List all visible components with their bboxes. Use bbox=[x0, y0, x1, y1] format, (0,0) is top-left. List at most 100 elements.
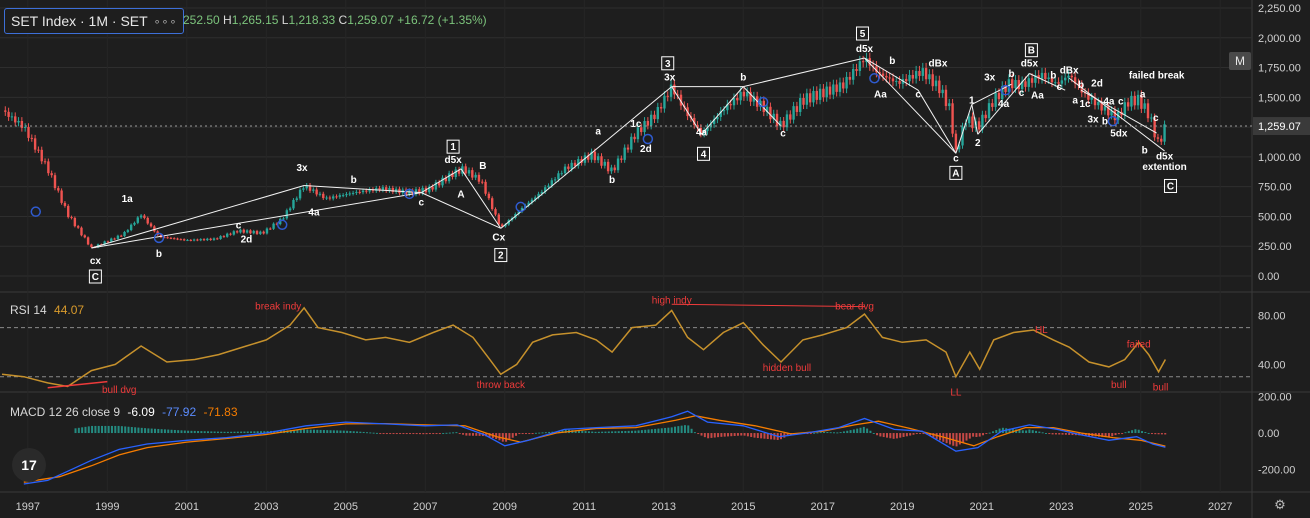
wave-box-label: B bbox=[1028, 46, 1035, 57]
wave-label: b bbox=[740, 73, 746, 84]
wave-trendline bbox=[304, 184, 422, 194]
macd-hist-bar bbox=[829, 432, 832, 434]
macd-hist-bar bbox=[680, 425, 683, 434]
rsi-legend[interactable]: RSI 14 44.07 bbox=[10, 303, 84, 317]
macd-hist-bar bbox=[889, 433, 892, 439]
macd-hist-bar bbox=[256, 431, 259, 434]
macd-hist-bar bbox=[356, 431, 359, 434]
time-tick-label: 2003 bbox=[254, 501, 278, 513]
candle-body bbox=[50, 173, 53, 176]
macd-hist-bar bbox=[1150, 433, 1153, 435]
macd-hist-bar bbox=[895, 433, 898, 439]
candle-body bbox=[269, 228, 272, 230]
wave-box bbox=[1024, 43, 1038, 58]
candle-body bbox=[139, 215, 143, 218]
macd-hist-bar bbox=[826, 432, 829, 434]
macd-hist-bar bbox=[226, 431, 229, 434]
candle-body bbox=[285, 210, 289, 219]
macd-hist-bar bbox=[700, 433, 703, 436]
macd-hist-bar bbox=[203, 431, 206, 434]
candle-body bbox=[216, 238, 219, 240]
candle-body bbox=[881, 73, 885, 76]
wave-label: c bbox=[419, 198, 425, 209]
candle-body bbox=[192, 239, 196, 241]
macd-hist-bar bbox=[690, 428, 693, 434]
candle-body bbox=[537, 193, 540, 198]
candle-body bbox=[149, 223, 153, 227]
macd-hist-bar bbox=[246, 431, 249, 434]
marker-circle bbox=[869, 73, 880, 84]
macd-hist-bar bbox=[842, 431, 845, 434]
candle-body bbox=[500, 224, 504, 227]
macd-hist-bar bbox=[1121, 433, 1124, 435]
candle-body bbox=[378, 188, 381, 191]
candle-body bbox=[335, 196, 338, 198]
macd-hist-bar bbox=[581, 430, 584, 434]
candle-body bbox=[351, 192, 355, 194]
time-tick-label: 2025 bbox=[1128, 501, 1152, 513]
candle-body bbox=[103, 241, 106, 245]
ohlc-close-label: C bbox=[338, 13, 348, 27]
candle-body bbox=[239, 229, 242, 233]
wave-label: Aa bbox=[1031, 91, 1044, 102]
time-tick-label: 2015 bbox=[731, 501, 755, 513]
gear-icon[interactable]: ⚙ bbox=[1274, 497, 1286, 512]
candle-body bbox=[775, 113, 779, 127]
candle-body bbox=[994, 92, 997, 107]
candle-body bbox=[325, 197, 328, 199]
macd-hist-bar bbox=[299, 429, 302, 434]
candle-body bbox=[908, 74, 911, 82]
macd-hist-bar bbox=[770, 433, 773, 440]
candle-body bbox=[938, 80, 941, 94]
time-tick-label: 2023 bbox=[1049, 501, 1073, 513]
macd-hist-bar bbox=[306, 429, 309, 434]
candle-body bbox=[626, 147, 630, 150]
candle-body bbox=[848, 76, 852, 80]
candle-body bbox=[732, 97, 736, 106]
macd-hist-bar bbox=[1038, 431, 1041, 434]
rsi-annotation: break indy bbox=[255, 301, 301, 312]
wave-trendline bbox=[917, 89, 957, 154]
candle-body bbox=[1163, 124, 1166, 142]
macd-hist-bar bbox=[584, 431, 587, 434]
wave-trendline bbox=[971, 83, 1012, 105]
macd-hist-bar bbox=[326, 430, 329, 434]
macd-hist-bar bbox=[1144, 432, 1147, 434]
macd-hist-bar bbox=[362, 431, 365, 434]
wave-trendline bbox=[91, 184, 305, 249]
more-options-icon[interactable]: ∘∘∘ bbox=[153, 15, 178, 28]
macd-hist-bar bbox=[932, 433, 935, 438]
macd-hist-bar bbox=[1104, 433, 1107, 438]
symbol-title-button[interactable]: SET Index · 1M · SET ∘∘∘ bbox=[4, 8, 185, 34]
candle-body bbox=[967, 116, 971, 124]
wave-box-label: C bbox=[92, 272, 99, 283]
candle-body bbox=[828, 86, 832, 95]
wave-label: 4a bbox=[308, 207, 320, 218]
scale-mode-button[interactable]: M bbox=[1229, 52, 1251, 70]
candle-body bbox=[567, 166, 570, 169]
candle-body bbox=[861, 61, 865, 63]
marker-circle bbox=[30, 206, 42, 217]
macd-hist-bar bbox=[207, 431, 210, 434]
ohlc-high: 1,265.15 bbox=[231, 13, 279, 27]
macd-hist-bar bbox=[253, 431, 256, 434]
candle-body bbox=[1034, 75, 1037, 83]
macd-legend[interactable]: MACD 12 26 close 9 -6.09 -77.92 -71.83 bbox=[10, 405, 238, 419]
candle-body bbox=[110, 238, 113, 242]
wave-trendline bbox=[701, 86, 744, 135]
wave-label: c bbox=[953, 154, 959, 165]
candle-body bbox=[1010, 79, 1014, 89]
wave-box-label: C bbox=[1167, 181, 1174, 192]
macd-hist-bar bbox=[640, 430, 643, 434]
candle-body bbox=[338, 195, 342, 197]
candle-body bbox=[616, 158, 620, 171]
macd-hist-bar bbox=[259, 431, 262, 434]
wave-label: c bbox=[780, 129, 786, 140]
candle-body bbox=[669, 84, 673, 97]
wave-label: d5x bbox=[1021, 58, 1039, 69]
wave-label: b bbox=[609, 175, 615, 186]
macd-hist-bar bbox=[833, 432, 836, 434]
candle-body bbox=[295, 198, 298, 200]
candle-body bbox=[1077, 83, 1080, 86]
